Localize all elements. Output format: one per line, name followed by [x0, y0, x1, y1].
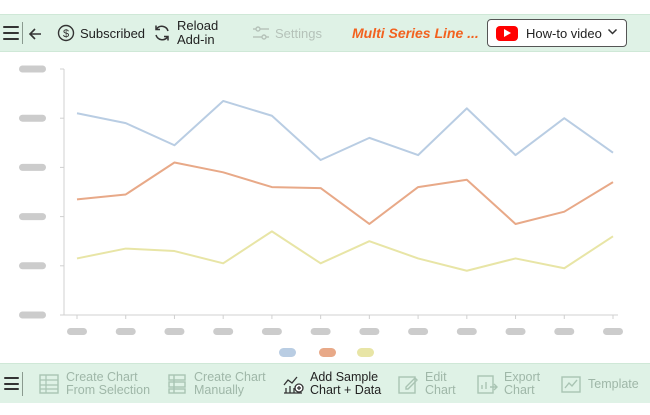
reload-label-line1: Reload — [177, 18, 219, 33]
x-tick-label — [213, 328, 234, 335]
x-tick-label — [164, 328, 185, 335]
create-manual-line1: Create Chart — [194, 370, 266, 384]
x-tick-label — [67, 328, 87, 335]
back-arrow-icon[interactable] — [27, 23, 45, 43]
series-line-3 — [76, 230, 614, 272]
top-toolbar: $ Subscribed Reload Add-in Settings Mult… — [0, 14, 650, 52]
legend-swatch-3 — [357, 348, 374, 357]
x-tick-label — [359, 328, 380, 335]
youtube-icon — [496, 25, 518, 41]
template-label: Template — [588, 376, 639, 391]
legend-swatch-2 — [319, 348, 336, 357]
chart-title-label: Multi Series Line ... — [352, 25, 479, 41]
create-selection-line1: Create Chart — [66, 370, 138, 384]
x-tick-label — [456, 328, 477, 335]
reload-addin-button[interactable]: Reload Add-in — [152, 15, 218, 51]
settings-button[interactable]: Settings — [252, 15, 322, 51]
y-tick-label — [19, 114, 46, 122]
table-icon — [38, 373, 60, 395]
series-line-2 — [76, 161, 614, 225]
export-line1: Export — [504, 370, 541, 384]
export-icon — [476, 373, 498, 395]
export-line2: Chart — [504, 383, 535, 397]
y-tick-label — [19, 311, 46, 319]
dollar-circle-icon: $ — [57, 24, 75, 42]
y-tick-label — [19, 163, 46, 171]
menu-icon[interactable] — [4, 377, 19, 390]
create-manual-line2: Manually — [194, 383, 245, 397]
refresh-icon — [152, 23, 172, 43]
toolbar-divider — [22, 372, 23, 396]
x-tick-label — [554, 328, 575, 335]
create-chart-manually-button[interactable]: Create Chart Manually — [166, 370, 266, 398]
toolbar-divider — [22, 22, 23, 44]
sample-chart-icon — [282, 373, 304, 395]
y-tick-label — [19, 213, 46, 221]
create-chart-from-selection-button[interactable]: Create Chart From Selection — [38, 370, 150, 398]
settings-label: Settings — [275, 25, 322, 41]
x-tick-label — [505, 328, 526, 335]
how-to-video-label: How-to video — [526, 25, 602, 41]
series-line-1 — [76, 99, 614, 162]
subscribed-label: Subscribed — [80, 25, 146, 41]
bottom-toolbar: Create Chart From Selection Create Chart… — [0, 363, 650, 403]
x-tick-label — [603, 328, 623, 335]
export-chart-button[interactable]: Export Chart — [476, 370, 540, 398]
template-icon — [560, 373, 582, 395]
add-sample-chart-button[interactable]: Add Sample Chart + Data — [282, 370, 381, 398]
y-tick-label — [19, 262, 46, 270]
menu-icon[interactable] — [3, 26, 19, 40]
subscribed-button[interactable]: $ Subscribed — [57, 15, 145, 51]
x-tick-label — [261, 328, 282, 335]
how-to-video-dropdown[interactable]: How-to video — [487, 19, 627, 47]
edit-line1: Edit — [425, 370, 447, 384]
chevron-down-icon — [607, 26, 618, 40]
list-table-icon — [166, 373, 188, 395]
add-sample-line2: Chart + Data — [310, 383, 382, 397]
reload-label-line2: Add-in — [177, 32, 215, 47]
add-sample-line1: Add Sample — [310, 370, 379, 384]
svg-text:$: $ — [63, 28, 69, 40]
edit-chart-button[interactable]: Edit Chart — [397, 370, 456, 398]
line-chart — [19, 65, 623, 357]
legend-swatch-1 — [279, 348, 296, 357]
x-tick-label — [310, 328, 331, 335]
template-button[interactable]: Template — [560, 370, 639, 398]
create-selection-line2: From Selection — [66, 383, 151, 397]
x-tick-label — [115, 328, 136, 335]
sliders-icon — [252, 24, 270, 42]
x-tick-label — [408, 328, 429, 335]
edit-line2: Chart — [425, 383, 456, 397]
y-tick-label — [19, 65, 46, 73]
edit-chart-icon — [397, 373, 419, 395]
